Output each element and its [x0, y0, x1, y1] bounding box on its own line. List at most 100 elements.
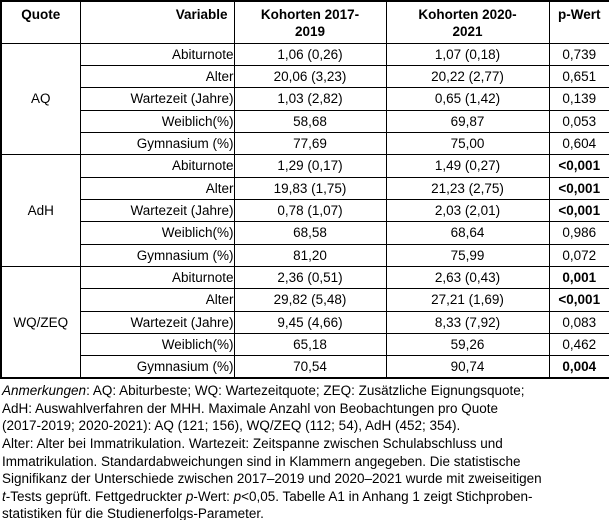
variable-cell: Alter — [79, 288, 235, 312]
cohort-2017-2019-cell: 0,78 (1,07) — [233, 198, 387, 223]
quote-group-cell: AdH — [0, 154, 81, 267]
p-value-cell: 0,072 — [548, 243, 609, 267]
column-header-cohort-2017-2019: Kohorten 2017- 2019 — [233, 0, 387, 44]
cohort-2017-2019-cell: 1,06 (0,26) — [233, 42, 387, 66]
cohort-2020-2021-cell: 1,07 (0,18) — [385, 42, 550, 66]
cohort-2020-2021-cell: 1,49 (0,27) — [385, 154, 550, 178]
cohort-2017-2019-cell: 58,68 — [233, 109, 387, 133]
variable-cell: Gymnasium (%) — [79, 355, 235, 379]
p-value-cell: 0,001 — [548, 265, 609, 290]
table-row: Weiblich(%) 65,18 59,26 0,462 — [1, 332, 609, 357]
p-value-cell: 0,986 — [548, 221, 609, 245]
variable-cell: Wartezeit (Jahre) — [79, 87, 235, 111]
cohort-2020-2021-cell: 8,33 (7,92) — [385, 310, 550, 334]
note-segment-italic: Anmerkungen — [2, 383, 87, 399]
cohort-2017-2019-cell: 68,58 — [233, 221, 387, 245]
p-value-cell: 0,053 — [548, 109, 609, 133]
cohort-2017-2019-cell: 20,06 (3,23) — [233, 64, 387, 89]
cohort-2020-2021-cell: 2,03 (2,01) — [385, 198, 550, 223]
note-segment-italic: p — [233, 488, 242, 504]
table-row: Gymnasium (%) 77,69 75,00 0,604 — [1, 131, 609, 156]
table-row: AdH Abiturnote 1,29 (0,17) 1,49 (0,27) <0,00… — [0, 154, 609, 267]
note-segment: <0,05. Tabelle A1 in Anhang 1 zeigt Stic… — [241, 488, 533, 504]
cohort-2017-2019-cell: 29,82 (5,48) — [233, 288, 387, 312]
p-value-cell: <0,001 — [548, 288, 609, 312]
table-body: AQ Abiturnote 1,06 (0,26) 1,07 (0,18) 0,739 A… — [0, 42, 609, 379]
table-row: Gymnasium (%) 81,20 75,99 0,072 — [1, 243, 609, 267]
p-value-cell: 0,462 — [548, 332, 609, 357]
variable-cell: Wartezeit (Jahre) — [79, 310, 235, 334]
cohort-2017-2019-cell: 9,45 (4,66) — [233, 310, 387, 334]
variable-cell: Weiblich(%) — [79, 221, 235, 245]
variable-cell: Gymnasium (%) — [79, 131, 235, 156]
p-value-cell: <0,001 — [548, 176, 609, 200]
cohort-2020-2021-cell: 20,22 (2,77) — [385, 64, 550, 89]
p-value-cell: 0,004 — [548, 355, 609, 379]
note-segment: Signifikanz der Unterschiede zwischen 20… — [2, 471, 542, 487]
cohort-2017-2019-cell: 2,36 (0,51) — [233, 265, 387, 290]
cohort-2020-2021-cell: 2,63 (0,43) — [385, 265, 550, 290]
table-row: Wartezeit (Jahre) 1,03 (2,82) 0,65 (1,42) 0… — [1, 87, 609, 111]
note-segment: -Wert: — [193, 488, 234, 504]
table-row: Alter 29,82 (5,48) 27,21 (1,69) <0,001 — [1, 288, 609, 312]
column-header-cohort-2020-2021: Kohorten 2020- 2021 — [385, 0, 550, 44]
cohort-comparison-table: Quote Variable Kohorten 2017- 2019 Kohor… — [0, 0, 609, 380]
note-segment: Immatrikulation. Standardabweichungen si… — [2, 453, 521, 469]
table-row: Gymnasium (%) 70,54 90,74 0,004 — [1, 355, 609, 379]
table-row: Wartezeit (Jahre) 0,78 (1,07) 2,03 (2,01) <… — [1, 198, 609, 223]
cohort-2020-2021-cell: 68,64 — [385, 221, 550, 245]
header-row: Quote Variable Kohorten 2017- 2019 Kohor… — [0, 0, 609, 44]
note-line: Alter: Alter bei Immatrikulation. Wartez… — [2, 435, 607, 453]
table-notes: Anmerkungen: AQ: Abiturbeste; WQ: Wartez… — [0, 379, 609, 520]
note-segment: (2017-2019; 2020-2021): AQ (121; 156), W… — [2, 418, 461, 434]
cohort-2020-2021-cell: 75,00 — [385, 131, 550, 156]
variable-cell: Weiblich(%) — [79, 109, 235, 133]
note-segment-italic: t — [2, 488, 6, 504]
column-header-p-value: p-Wert — [548, 0, 609, 44]
cohort-2017-2019-cell: 19,83 (1,75) — [233, 176, 387, 200]
cohort-2017-2019-cell: 77,69 — [233, 131, 387, 156]
note-segment: : AQ: Abiturbeste; WQ: Wartezeitquote; Z… — [86, 383, 525, 399]
note-segment: Alter: Alter bei Immatrikulation. Wartez… — [2, 435, 503, 451]
note-line: Signifikanz der Unterschiede zwischen 20… — [2, 470, 607, 488]
variable-cell: Gymnasium (%) — [79, 243, 235, 267]
quote-group-cell: AQ — [0, 42, 81, 156]
note-segment: statistiken für die Studienerfolgs-Param… — [2, 506, 264, 520]
note-line: Anmerkungen: AQ: Abiturbeste; WQ: Wartez… — [2, 382, 607, 400]
table-header: Quote Variable Kohorten 2017- 2019 Kohor… — [0, 0, 609, 44]
quote-group-cell: WQ/ZEQ — [0, 265, 81, 379]
variable-cell: Abiturnote — [79, 42, 235, 66]
note-line: Immatrikulation. Standardabweichungen si… — [2, 453, 607, 471]
variable-cell: Alter — [79, 64, 235, 89]
table-row: Alter 19,83 (1,75) 21,23 (2,75) <0,001 — [1, 176, 609, 200]
p-value-cell: 0,651 — [548, 64, 609, 89]
cohort-2017-2019-cell: 1,03 (2,82) — [233, 87, 387, 111]
cohort-2017-2019-cell: 70,54 — [233, 355, 387, 379]
note-line: statistiken für die Studienerfolgs-Param… — [2, 505, 607, 520]
p-value-cell: 0,083 — [548, 310, 609, 334]
table-row: Alter 20,06 (3,23) 20,22 (2,77) 0,651 — [1, 64, 609, 89]
note-segment-italic: p — [185, 488, 194, 504]
note-segment: -Tests geprüft. Fettgedruckter — [5, 488, 186, 504]
cohort-2017-2019-cell: 1,29 (0,17) — [233, 154, 387, 178]
table-row: Wartezeit (Jahre) 9,45 (4,66) 8,33 (7,92) 0… — [1, 310, 609, 334]
p-value-cell: <0,001 — [548, 154, 609, 178]
note-line: (2017-2019; 2020-2021): AQ (121; 156), W… — [2, 417, 607, 435]
variable-cell: Alter — [79, 176, 235, 200]
variable-cell: Wartezeit (Jahre) — [79, 198, 235, 223]
column-header-quote: Quote — [0, 0, 81, 44]
table-row: AQ Abiturnote 1,06 (0,26) 1,07 (0,18) 0,739 — [0, 42, 609, 156]
cohort-2020-2021-cell: 21,23 (2,75) — [385, 176, 550, 200]
note-segment: AdH: Auswahlverfahren der MHH. Maximale … — [2, 400, 499, 416]
cohort-2020-2021-cell: 90,74 — [385, 355, 550, 379]
cohort-2020-2021-cell: 59,26 — [385, 332, 550, 357]
p-value-cell: <0,001 — [548, 198, 609, 223]
table-row: Weiblich(%) 68,58 68,64 0,986 — [1, 221, 609, 245]
note-line: t-Tests geprüft. Fettgedruckter p-Wert: … — [2, 488, 607, 506]
cohort-2020-2021-cell: 0,65 (1,42) — [385, 87, 550, 111]
p-value-cell: 0,139 — [548, 87, 609, 111]
table-row: WQ/ZEQ Abiturnote 2,36 (0,51) 2,63 (0,43) 0,… — [0, 265, 609, 379]
cohort-2017-2019-cell: 81,20 — [233, 243, 387, 267]
cohort-2017-2019-cell: 65,18 — [233, 332, 387, 357]
